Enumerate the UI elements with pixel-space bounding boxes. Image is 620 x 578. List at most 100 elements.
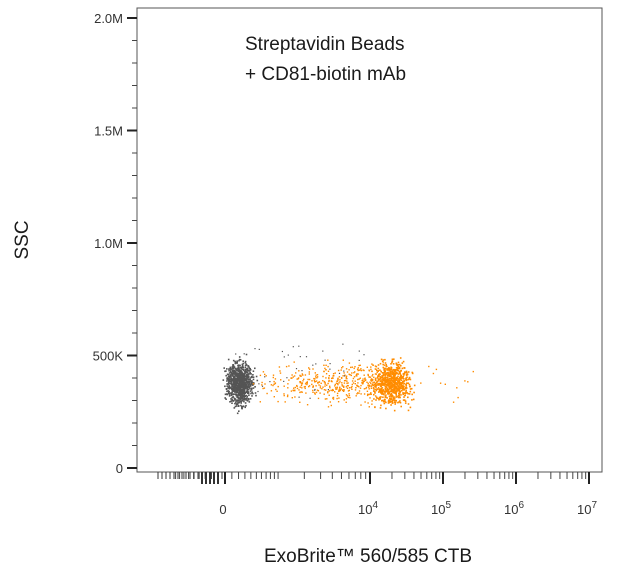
point-positive	[382, 378, 384, 380]
point-positive	[388, 386, 390, 388]
point-positive	[367, 373, 369, 376]
point-positive	[343, 380, 346, 382]
point-negative	[245, 387, 247, 389]
point-negative	[233, 370, 235, 372]
point-positive	[295, 372, 297, 374]
point-positive	[376, 397, 378, 399]
point-positive	[388, 401, 390, 404]
point-negative	[239, 388, 242, 391]
point-positive	[332, 397, 334, 399]
point-positive	[393, 392, 396, 394]
point-positive	[370, 378, 373, 380]
point-positive	[386, 384, 389, 386]
point-negative	[239, 391, 242, 393]
point-negative	[240, 404, 242, 407]
point-positive	[407, 392, 409, 395]
point-positive	[384, 395, 387, 398]
point-positive	[382, 377, 385, 379]
point-positive	[389, 400, 391, 402]
point-negative	[244, 364, 247, 367]
point-positive	[312, 391, 314, 393]
point-positive	[315, 391, 318, 394]
point-positive	[402, 393, 404, 396]
point-positive	[304, 383, 307, 385]
point-positive	[390, 379, 393, 381]
point-positive	[404, 371, 406, 373]
point-positive	[363, 380, 366, 382]
point-positive	[391, 399, 394, 402]
point-positive	[408, 378, 410, 380]
point-positive	[265, 375, 267, 377]
point-positive	[306, 404, 309, 406]
point-negative	[241, 383, 244, 385]
point-negative	[239, 364, 241, 367]
point-negative	[233, 375, 235, 377]
point-positive	[456, 387, 458, 389]
point-negative	[228, 387, 230, 390]
point-negative	[245, 379, 248, 381]
point-positive	[379, 373, 381, 375]
point-positive	[297, 377, 300, 379]
point-positive	[338, 390, 340, 392]
point-negative	[358, 350, 360, 352]
point-negative	[228, 372, 231, 374]
point-positive	[444, 383, 446, 385]
point-negative	[252, 370, 255, 372]
point-positive	[396, 367, 399, 370]
point-positive	[387, 368, 389, 371]
point-negative	[225, 388, 228, 390]
x-axis: 0 104 105 106 107	[157, 472, 597, 517]
point-negative	[242, 366, 244, 369]
point-positive	[334, 385, 336, 387]
point-positive	[299, 381, 301, 383]
point-negative	[251, 380, 253, 382]
point-positive	[338, 389, 340, 391]
point-positive	[346, 380, 348, 382]
point-positive	[332, 389, 334, 391]
point-positive	[328, 379, 330, 382]
point-positive	[332, 373, 335, 375]
point-positive	[374, 392, 376, 394]
point-negative	[233, 366, 236, 369]
point-positive	[371, 384, 373, 386]
point-negative	[229, 375, 232, 377]
point-negative	[239, 393, 241, 395]
point-positive	[371, 379, 373, 381]
point-negative	[250, 392, 252, 395]
point-negative	[247, 380, 250, 383]
point-negative	[244, 383, 246, 385]
point-positive	[375, 388, 377, 390]
point-positive	[392, 399, 395, 401]
point-positive	[362, 381, 365, 383]
point-positive	[387, 376, 389, 378]
point-negative	[236, 399, 238, 401]
point-positive	[387, 379, 390, 381]
point-negative	[238, 364, 240, 367]
point-negative	[223, 367, 225, 369]
point-positive	[377, 384, 380, 386]
point-positive	[325, 373, 328, 375]
point-positive	[382, 366, 385, 369]
point-positive	[308, 371, 310, 373]
point-positive	[336, 397, 338, 400]
point-positive	[312, 368, 314, 370]
point-positive	[384, 384, 386, 387]
point-positive	[341, 384, 343, 386]
point-positive	[290, 377, 292, 379]
point-positive	[373, 390, 375, 392]
point-positive	[367, 382, 369, 385]
point-negative	[241, 395, 244, 397]
point-positive	[368, 369, 370, 371]
point-negative	[245, 380, 248, 382]
point-negative	[243, 388, 246, 390]
point-negative	[227, 391, 230, 394]
point-positive	[314, 392, 316, 394]
point-positive	[343, 372, 345, 374]
point-positive	[339, 381, 341, 383]
point-positive	[381, 376, 384, 378]
point-negative	[227, 387, 230, 389]
point-positive	[439, 382, 442, 384]
point-positive	[389, 397, 391, 399]
point-negative	[255, 394, 257, 397]
point-positive	[389, 390, 391, 392]
